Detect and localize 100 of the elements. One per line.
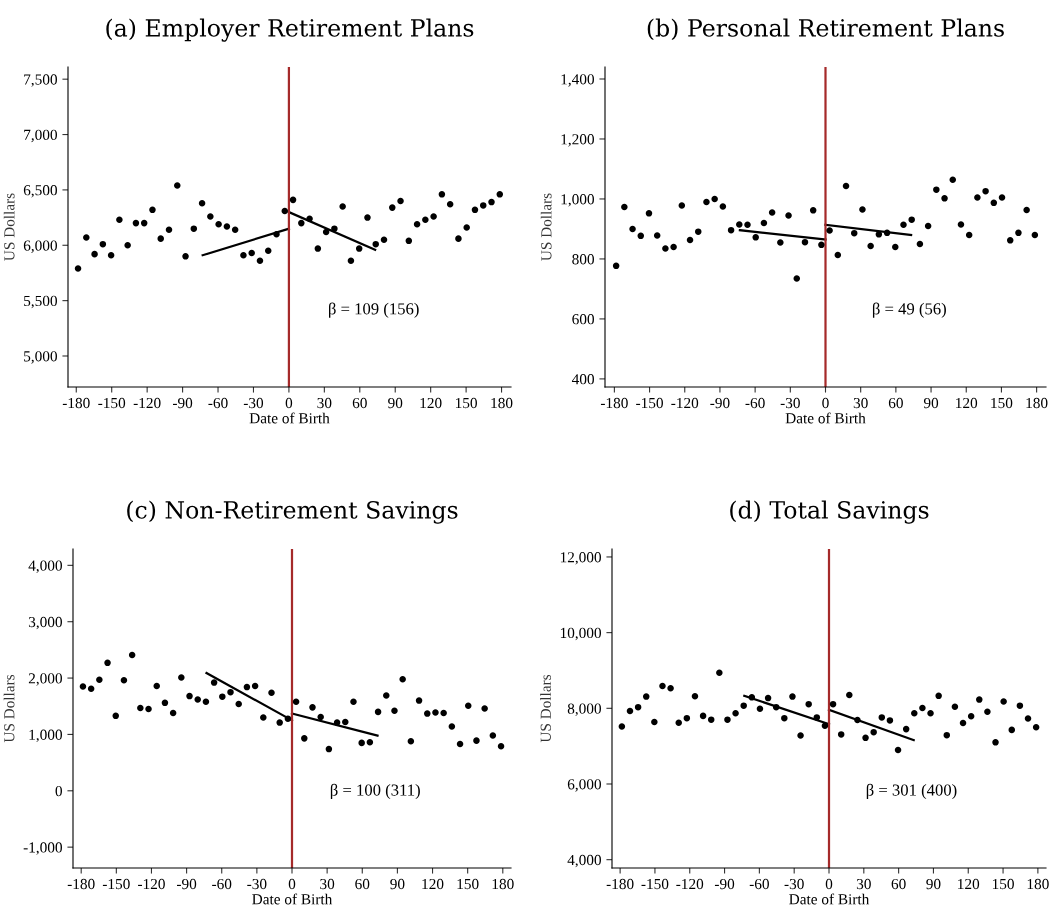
x-tick-label: -90 — [172, 397, 193, 409]
x-axis-title: Date of Birth — [252, 893, 333, 905]
point — [1000, 698, 1007, 705]
point — [479, 202, 487, 209]
point — [886, 717, 894, 724]
point — [699, 712, 707, 720]
point — [951, 703, 959, 711]
point — [683, 714, 691, 722]
point — [235, 700, 242, 708]
point — [781, 714, 788, 722]
point — [83, 234, 90, 241]
point — [850, 229, 858, 237]
x-tick-label: 60 — [352, 397, 367, 409]
point — [659, 682, 666, 690]
point — [243, 683, 251, 691]
point — [612, 262, 620, 270]
point — [440, 709, 447, 717]
point — [96, 676, 103, 684]
point — [752, 234, 759, 241]
point — [736, 221, 743, 228]
x-tick-label: 0 — [822, 397, 829, 409]
point — [777, 239, 784, 246]
point — [629, 225, 636, 233]
point — [908, 216, 915, 223]
point — [703, 198, 710, 206]
point — [875, 231, 883, 238]
point — [284, 715, 292, 722]
point — [732, 709, 739, 717]
x-tick-label: -60 — [749, 878, 769, 890]
x-tick-label: -90 — [176, 878, 197, 890]
x-tick-label: 90 — [390, 878, 405, 890]
point — [389, 204, 396, 211]
point — [264, 247, 272, 255]
y-tick-label: 600 — [572, 314, 594, 325]
point — [785, 212, 792, 219]
point — [826, 227, 833, 234]
point — [801, 238, 809, 246]
point — [883, 229, 891, 237]
point — [74, 265, 82, 272]
point — [902, 725, 910, 733]
point — [651, 718, 658, 726]
point — [251, 682, 259, 690]
point — [911, 709, 918, 717]
x-tick-label: 150 — [455, 397, 477, 409]
point — [240, 251, 247, 259]
point — [178, 674, 185, 681]
point — [489, 732, 497, 739]
point — [837, 731, 845, 738]
point — [678, 202, 686, 209]
point — [107, 251, 115, 259]
point — [432, 709, 439, 716]
point — [805, 700, 812, 708]
point — [301, 735, 308, 742]
y-tick-label: 400 — [571, 374, 594, 385]
point — [455, 235, 462, 242]
point — [87, 685, 95, 693]
point — [740, 702, 747, 709]
y-tick-label: 1,400 — [561, 74, 594, 87]
point — [215, 220, 222, 228]
x-axis-title: Date of Birth — [785, 412, 866, 424]
point — [984, 708, 991, 715]
point — [430, 213, 437, 220]
x-tick-label: -60 — [208, 397, 228, 409]
point — [273, 230, 280, 238]
point — [424, 710, 431, 717]
point — [128, 651, 136, 659]
y-tick-label: 6,000 — [567, 779, 601, 792]
y-tick-label: 5,500 — [24, 295, 57, 309]
x-tick-label: -90 — [710, 397, 730, 409]
point — [1008, 726, 1016, 734]
point — [438, 191, 446, 198]
point — [707, 716, 715, 723]
point — [339, 203, 346, 210]
point — [618, 723, 626, 730]
chart-title: (c) Non-Retirement Savings — [127, 500, 458, 524]
x-tick-label: 180 — [491, 397, 513, 409]
point — [870, 728, 877, 736]
point — [711, 195, 718, 203]
x-tick-label: 180 — [492, 878, 514, 890]
point — [202, 698, 210, 705]
y-axis-title: US Dollars — [540, 674, 551, 743]
point — [355, 245, 363, 252]
point — [364, 214, 371, 221]
point — [1023, 206, 1030, 214]
point — [957, 221, 965, 228]
point — [760, 219, 768, 227]
x-tick-label: -120 — [138, 878, 165, 890]
point — [372, 240, 379, 248]
point — [281, 207, 289, 215]
point — [959, 719, 967, 727]
x-tick-label: 150 — [457, 878, 479, 890]
point — [667, 685, 674, 692]
point — [949, 176, 957, 184]
x-tick-label: 0 — [288, 878, 296, 890]
point — [813, 714, 821, 721]
point — [256, 257, 264, 265]
x-tick-label: -30 — [780, 397, 800, 409]
point — [227, 688, 234, 696]
y-tick-label: 2,000 — [28, 673, 62, 686]
point — [268, 689, 275, 696]
